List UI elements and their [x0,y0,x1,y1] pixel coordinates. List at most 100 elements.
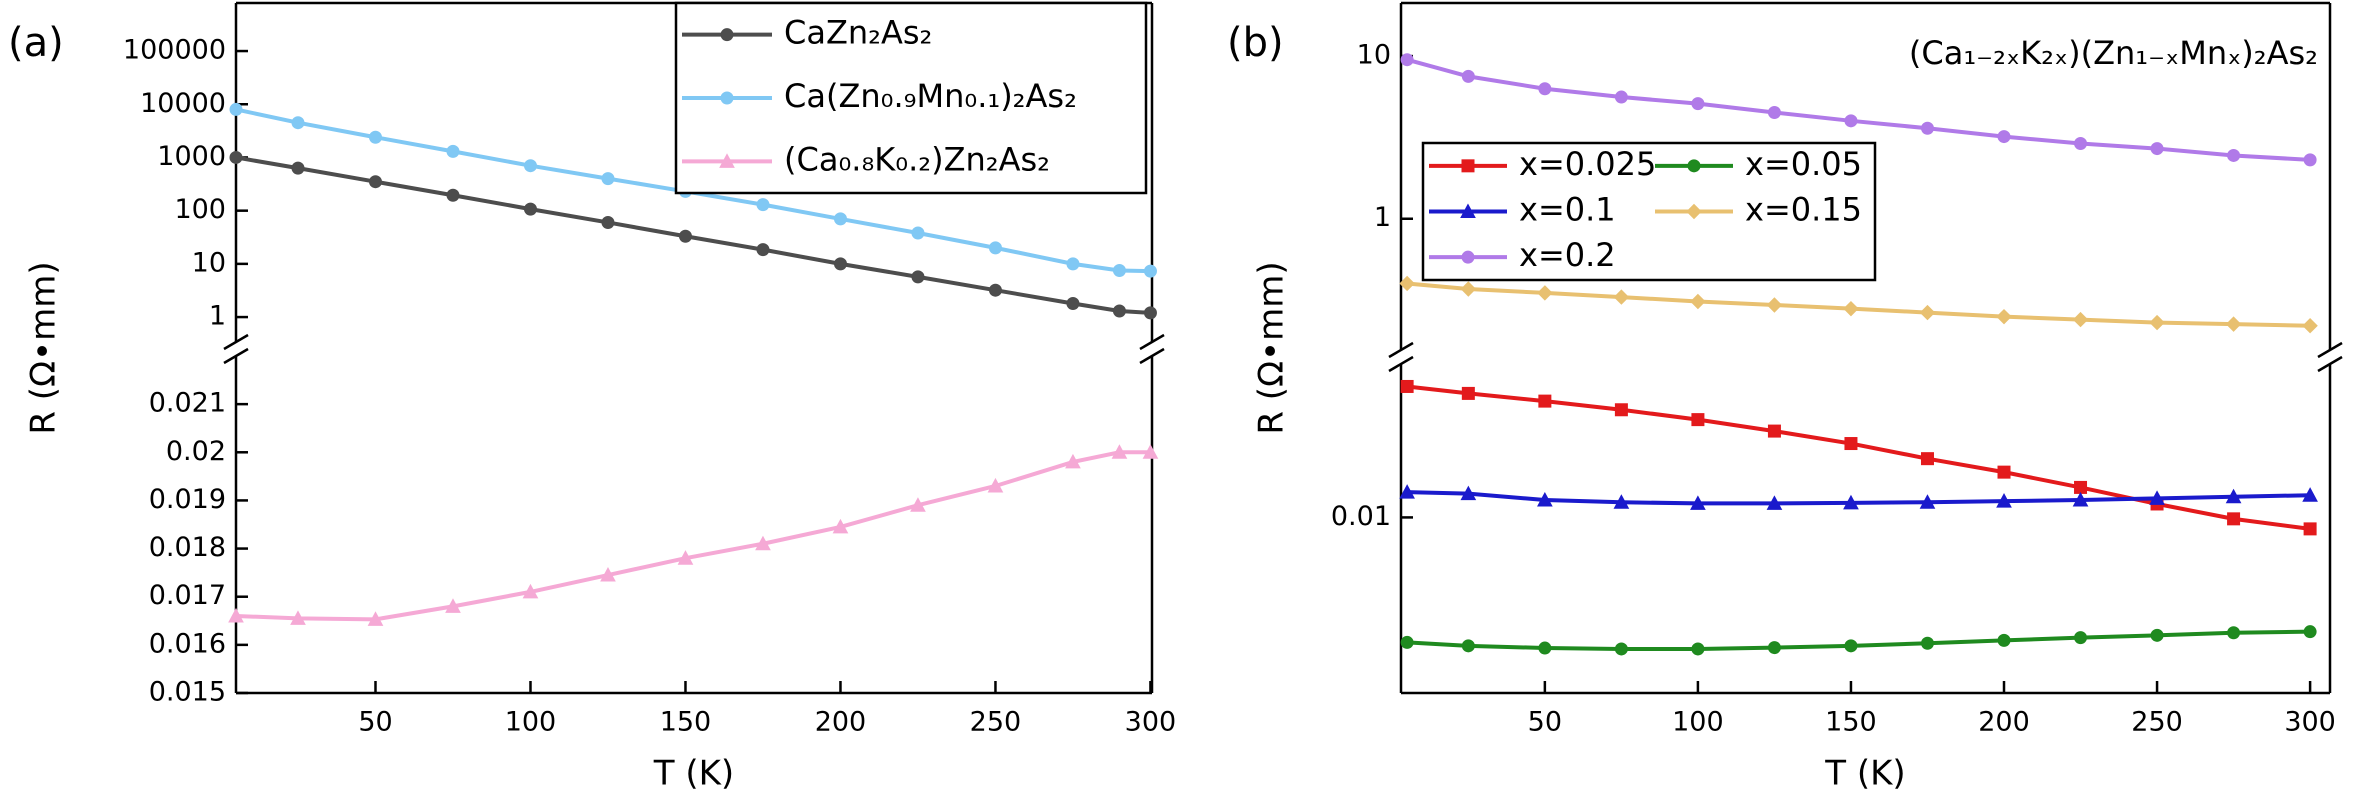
data-point [2302,318,2318,334]
axis-break [2317,341,2343,359]
data-point [1111,444,1128,459]
y-tick-label: 10 [1357,40,1391,71]
axis-break [2317,355,2343,373]
data-point [523,202,537,216]
y-tick-label: 0.02 [166,436,226,467]
data-point [756,243,770,257]
x-tick-label: 100 [1672,707,1724,738]
data-point [1460,281,1477,297]
series-line [235,155,1151,315]
data-point [1537,491,1553,507]
data-point [2149,490,2165,505]
legend-label: Ca(Zn₀.₉Mn₀.₁)₂As₂ [784,77,1077,115]
data-point [2149,314,2165,331]
data-point [1766,297,1783,313]
x-tick-label: 250 [2131,707,2183,738]
data-point [911,270,925,284]
data-point [2150,142,2164,156]
data-point [1919,494,1936,509]
data-point [678,229,692,243]
data-point [2302,487,2318,502]
legend-marker [1687,159,1701,173]
data-point [290,610,306,625]
legend-marker [720,28,734,42]
y-axis-label: R (Ω•mm) [24,261,64,434]
series-line [235,107,1151,274]
data-point [2227,148,2241,162]
data-point [1112,264,1126,278]
panel-label: (a) [8,20,64,66]
legend-marker [1460,203,1476,218]
y-tick-label: 1000 [157,141,226,172]
data-point [1537,285,1553,301]
y-tick-label: 1 [1374,202,1391,233]
data-point [446,144,460,158]
data-point [755,535,771,551]
data-point [1400,379,1414,393]
legend-marker [719,153,735,168]
legend-marker [720,91,734,105]
data-point [1614,642,1628,656]
y-tick-label: 10 [192,247,226,278]
series-line [235,450,1151,622]
y-tick-label: 100000 [123,35,226,66]
data-point [228,607,244,623]
legend: x=0.025 x=0.05 x=0.1 x=0.15 x=0.2 [1421,141,1877,282]
data-point [1997,633,2011,647]
legend-label: x=0.15 [1745,191,1862,229]
legend-label: CaZn₂As₂ [784,14,932,52]
data-point [911,226,925,240]
data-point [2303,522,2317,536]
data-point [2074,480,2088,494]
data-point [1461,386,1475,400]
data-point [1143,306,1157,320]
legend-label: x=0.025 [1519,145,1656,183]
data-point [1920,121,1934,135]
series-line [1406,384,2311,531]
data-point [1767,105,1781,119]
x-tick-label: 50 [1528,707,1562,738]
x-axis-label: T (K) [1824,754,1905,794]
data-point [600,566,616,582]
data-point [677,550,694,565]
data-point [1766,495,1783,510]
data-point [988,241,1002,255]
data-point [1400,53,1414,67]
data-point [1997,130,2011,144]
data-point [291,161,305,175]
data-point [445,598,461,613]
data-point [2072,491,2089,507]
data-point [522,583,539,599]
legend-label: x=0.05 [1745,145,1862,183]
data-point [1690,495,1706,510]
y-tick-label: 0.017 [149,580,226,611]
data-point [1143,264,1157,278]
data-point [1065,453,1081,469]
data-point [601,215,615,229]
axis-break [1388,355,1414,373]
y-tick-label: 100 [174,194,226,225]
data-point [1613,289,1630,305]
legend: CaZn₂As₂ Ca(Zn₀.₉Mn₀.₁)₂As₂ (Ca₀.₈K₀.₂)Zn₂… [674,1,1148,195]
data-point [1066,296,1080,310]
axis-break [223,333,249,351]
data-point [1614,403,1628,417]
data-point [1844,639,1858,653]
data-point [987,477,1004,493]
y-tick-label: 0.018 [149,532,226,563]
legend-marker [1686,203,1702,220]
data-point [1996,493,2012,508]
data-point [1767,641,1781,655]
axis-break [1139,347,1165,365]
data-point [1767,424,1781,438]
data-point [1538,641,1552,655]
y-tick-label: 0.019 [149,484,226,515]
axis-break [1388,341,1414,359]
y-tick-label: 0.01 [1331,501,1391,532]
data-point [446,188,460,202]
x-tick-label: 50 [358,707,392,738]
data-point [229,102,243,116]
data-point [1844,437,1858,451]
data-point [1997,465,2011,479]
